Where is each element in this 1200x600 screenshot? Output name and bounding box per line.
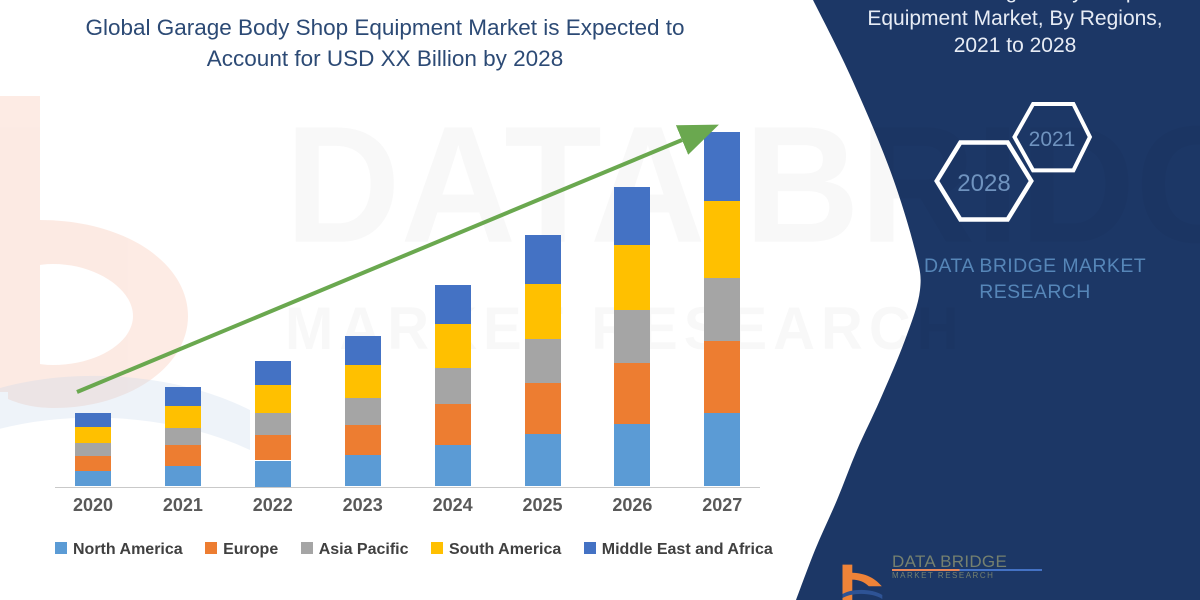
- svg-text:2028: 2028: [957, 170, 1010, 197]
- svg-text:2021: 2021: [1029, 128, 1076, 151]
